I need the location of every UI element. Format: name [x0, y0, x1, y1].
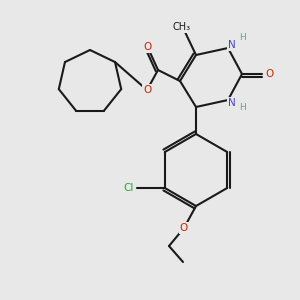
Text: H: H	[238, 34, 245, 43]
Text: Cl: Cl	[124, 183, 134, 193]
Text: O: O	[265, 69, 273, 79]
Text: O: O	[144, 42, 152, 52]
Text: CH₃: CH₃	[173, 22, 191, 32]
Text: H: H	[238, 103, 245, 112]
Text: O: O	[143, 85, 151, 95]
Text: N: N	[228, 98, 236, 108]
Text: O: O	[180, 223, 188, 233]
Text: N: N	[228, 40, 236, 50]
